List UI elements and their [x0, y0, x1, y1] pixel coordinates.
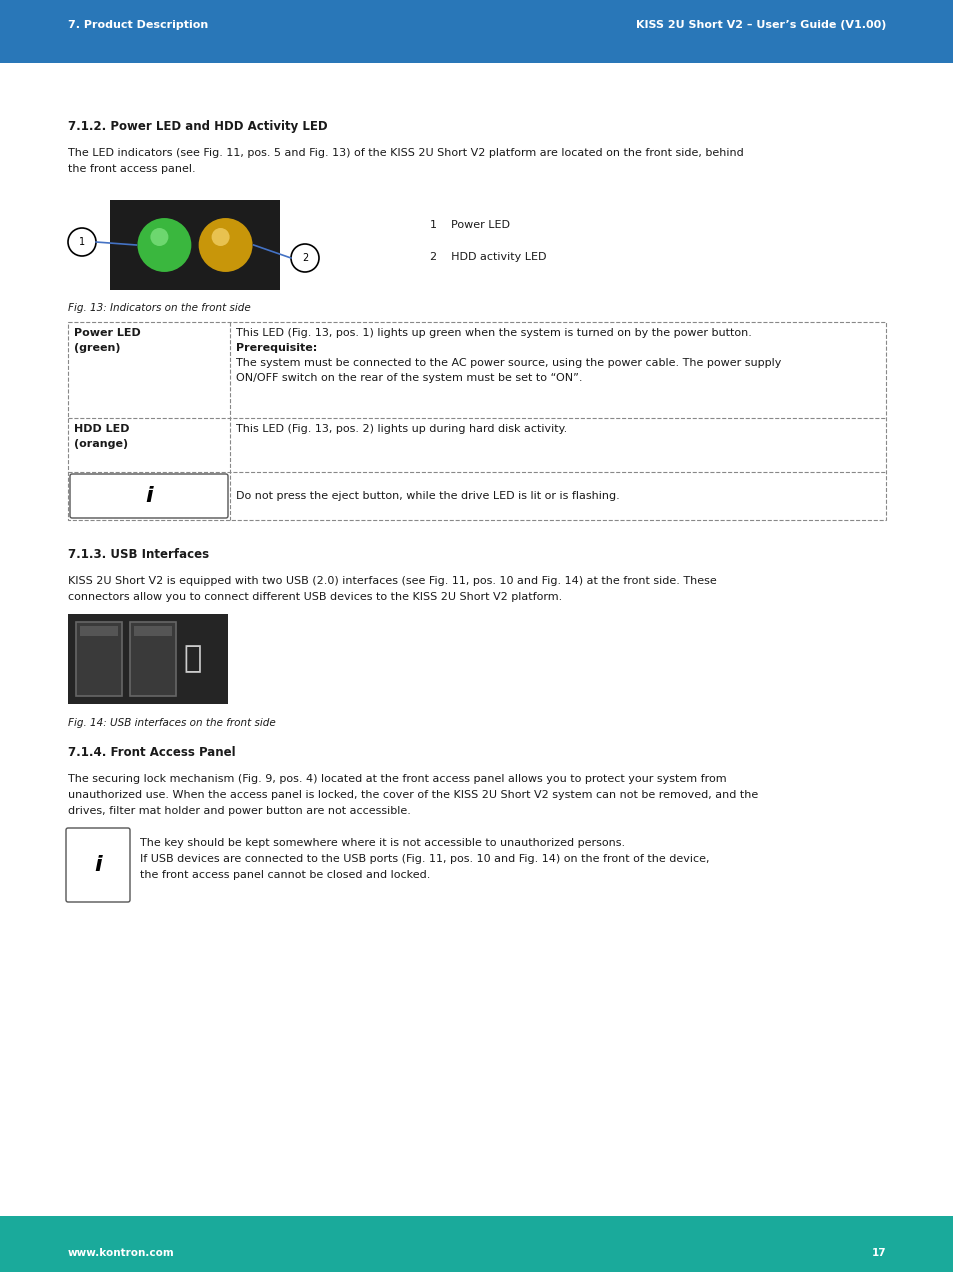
Circle shape	[212, 228, 230, 245]
FancyBboxPatch shape	[66, 828, 130, 902]
Text: 7.1.3. USB Interfaces: 7.1.3. USB Interfaces	[68, 548, 209, 561]
Circle shape	[291, 244, 318, 272]
Text: connectors allow you to connect different USB devices to the KISS 2U Short V2 pl: connectors allow you to connect differen…	[68, 591, 561, 602]
Text: 7.1.2. Power LED and HDD Activity LED: 7.1.2. Power LED and HDD Activity LED	[68, 120, 327, 134]
Text: The securing lock mechanism (Fig. 9, pos. 4) located at the front access panel a: The securing lock mechanism (Fig. 9, pos…	[68, 773, 726, 784]
Bar	[133, 626, 172, 636]
Text: If USB devices are connected to the USB ports (Fig. 11, pos. 10 and Fig. 14) on : If USB devices are connected to the USB …	[140, 854, 709, 864]
Bar	[130, 622, 175, 696]
Text: Prerequisite:: Prerequisite:	[235, 343, 317, 354]
Text: unauthorized use. When the access panel is locked, the cover of the KISS 2U Shor: unauthorized use. When the access panel …	[68, 790, 758, 800]
Text: Fig. 14: USB interfaces on the front side: Fig. 14: USB interfaces on the front sid…	[68, 717, 275, 728]
Text: ⭘: ⭘	[184, 645, 202, 673]
Bar	[76, 622, 122, 696]
Text: Power LED: Power LED	[74, 328, 141, 338]
Text: 1    Power LED: 1 Power LED	[430, 220, 510, 230]
FancyBboxPatch shape	[70, 474, 228, 518]
Text: 2    HDD activity LED: 2 HDD activity LED	[430, 252, 546, 262]
Text: (green): (green)	[74, 343, 120, 354]
Text: HDD LED: HDD LED	[74, 424, 130, 434]
Text: 17: 17	[870, 1248, 885, 1258]
Text: (orange): (orange)	[74, 439, 128, 449]
Text: i: i	[145, 486, 152, 506]
Bar	[0, 0, 953, 45]
Bar	[80, 626, 118, 636]
Circle shape	[68, 228, 96, 256]
Text: www.kontron.com: www.kontron.com	[68, 1248, 174, 1258]
Text: The system must be connected to the AC power source, using the power cable. The : The system must be connected to the AC p…	[235, 357, 781, 368]
Bar	[110, 200, 280, 290]
Text: 1: 1	[79, 237, 85, 247]
Text: i: i	[94, 855, 102, 875]
Bar	[68, 614, 228, 703]
FancyBboxPatch shape	[0, 0, 953, 64]
FancyBboxPatch shape	[0, 1216, 953, 1272]
Circle shape	[151, 228, 169, 245]
Circle shape	[136, 218, 193, 273]
Text: ON/OFF switch on the rear of the system must be set to “ON”.: ON/OFF switch on the rear of the system …	[235, 373, 582, 383]
Text: Do not press the eject button, while the drive LED is lit or is flashing.: Do not press the eject button, while the…	[235, 491, 619, 501]
Text: Fig. 13: Indicators on the front side: Fig. 13: Indicators on the front side	[68, 303, 251, 313]
Bar	[0, 1234, 953, 1272]
Text: This LED (Fig. 13, pos. 1) lights up green when the system is turned on by the p: This LED (Fig. 13, pos. 1) lights up gre…	[235, 328, 751, 338]
Text: 7.1.4. Front Access Panel: 7.1.4. Front Access Panel	[68, 745, 235, 759]
Text: the front access panel.: the front access panel.	[68, 164, 195, 174]
Text: 2: 2	[301, 253, 308, 263]
Text: KISS 2U Short V2 – User’s Guide (V1.00): KISS 2U Short V2 – User’s Guide (V1.00)	[635, 20, 885, 29]
Text: This LED (Fig. 13, pos. 2) lights up during hard disk activity.: This LED (Fig. 13, pos. 2) lights up dur…	[235, 424, 567, 434]
Text: 7. Product Description: 7. Product Description	[68, 20, 208, 29]
Circle shape	[197, 218, 253, 273]
Text: drives, filter mat holder and power button are not accessible.: drives, filter mat holder and power butt…	[68, 806, 411, 817]
Text: the front access panel cannot be closed and locked.: the front access panel cannot be closed …	[140, 870, 430, 880]
Text: The LED indicators (see Fig. 11, pos. 5 and Fig. 13) of the KISS 2U Short V2 pla: The LED indicators (see Fig. 11, pos. 5 …	[68, 148, 743, 158]
Bar	[68, 322, 885, 520]
Text: The key should be kept somewhere where it is not accessible to unauthorized pers: The key should be kept somewhere where i…	[140, 838, 624, 848]
Text: KISS 2U Short V2 is equipped with two USB (2.0) interfaces (see Fig. 11, pos. 10: KISS 2U Short V2 is equipped with two US…	[68, 576, 716, 586]
